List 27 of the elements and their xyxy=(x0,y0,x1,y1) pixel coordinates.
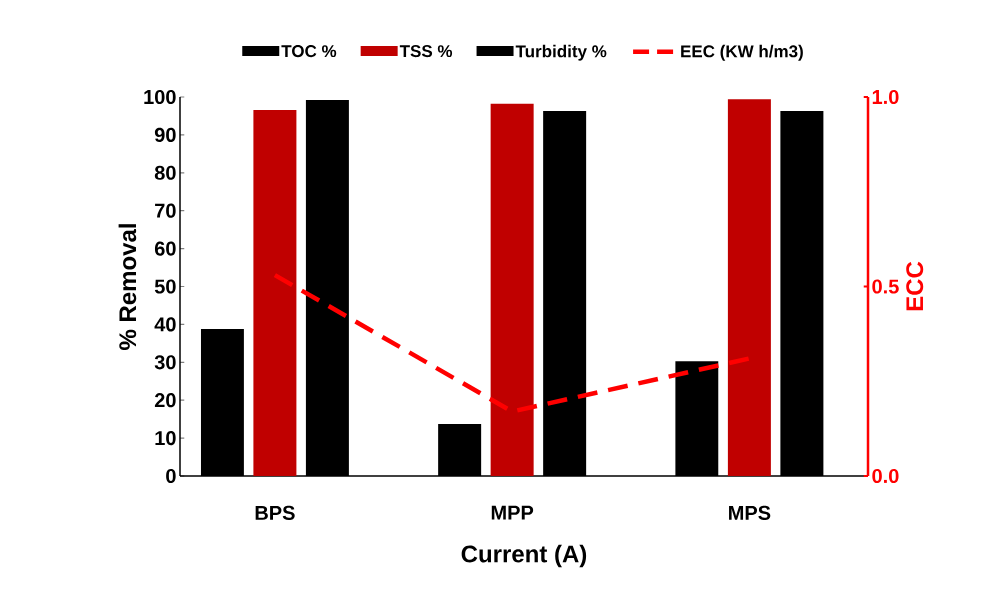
legend-label: TOC % xyxy=(281,45,337,58)
y2-axis-title: ECC xyxy=(906,261,924,311)
y-tick-label: 100 xyxy=(144,89,176,105)
bar xyxy=(490,103,534,476)
y-tick-label: 60 xyxy=(154,241,176,256)
y-tick-label: 20 xyxy=(154,393,176,408)
y-tick-label: 30 xyxy=(154,355,176,370)
legend-label: TSS % xyxy=(399,45,453,58)
y-tick-label: 50 xyxy=(154,279,176,294)
y-tick-label: 90 xyxy=(154,127,176,142)
bar xyxy=(253,109,297,476)
y-tick-label: 0 xyxy=(166,468,176,484)
x-axis-title: Current (A) xyxy=(461,544,587,568)
y-tick-label: 40 xyxy=(154,317,176,332)
y-axis-title: % Removal xyxy=(118,224,137,350)
y-tick-label: 10 xyxy=(155,431,176,446)
y2-tick-label: 0.0 xyxy=(872,468,899,484)
x-tick-label: BPS xyxy=(255,505,295,520)
y2-tick-label: 0.5 xyxy=(872,279,899,294)
legend-label: Turbidity % xyxy=(515,44,607,61)
x-tick-label: MPS xyxy=(729,505,771,520)
bar xyxy=(727,99,771,476)
y-tick-label: 70 xyxy=(155,203,176,218)
x-tick-label: MPP xyxy=(491,505,534,520)
legend-label: EEC (KW h/m3) xyxy=(681,44,803,61)
y2-tick-label: 1.0 xyxy=(872,89,899,105)
y-tick-label: 80 xyxy=(154,165,176,180)
